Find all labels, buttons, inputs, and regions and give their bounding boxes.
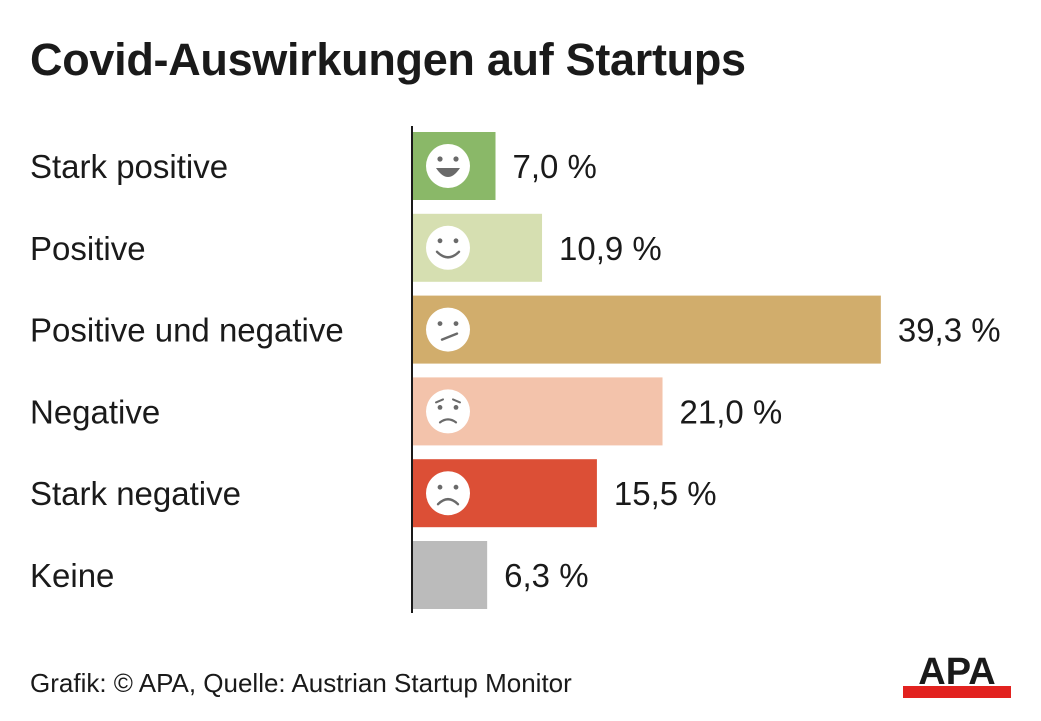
big-smile-face-icon xyxy=(426,144,470,188)
value-label: 6,3 % xyxy=(504,557,588,594)
bar xyxy=(412,541,488,609)
worried-face-icon xyxy=(426,389,470,434)
confused-face-icon xyxy=(426,307,470,352)
smile-face-icon xyxy=(426,225,470,270)
category-label: Negative xyxy=(30,393,160,430)
value-label: 7,0 % xyxy=(513,148,597,185)
category-label: Positive xyxy=(30,230,146,267)
category-label: Positive und negative xyxy=(30,312,344,349)
sad-face-icon xyxy=(426,471,470,516)
bar-chart: Stark positive 7,0 % Positive 10,9 % Positiv… xyxy=(30,126,1001,613)
apa-logo: APA xyxy=(903,652,1011,698)
chart-title: Covid-Auswirkungen auf Startups xyxy=(30,34,746,85)
value-label: 10,9 % xyxy=(559,230,662,267)
value-label: 21,0 % xyxy=(680,393,783,430)
source-credit: Grafik: © APA, Quelle: Austrian Startup … xyxy=(30,668,572,698)
category-label: Stark positive xyxy=(30,148,228,185)
value-label: 39,3 % xyxy=(898,312,1001,349)
bar xyxy=(412,295,881,364)
value-label: 15,5 % xyxy=(614,475,717,512)
category-label: Stark negative xyxy=(30,475,241,512)
category-label: Keine xyxy=(30,557,114,594)
